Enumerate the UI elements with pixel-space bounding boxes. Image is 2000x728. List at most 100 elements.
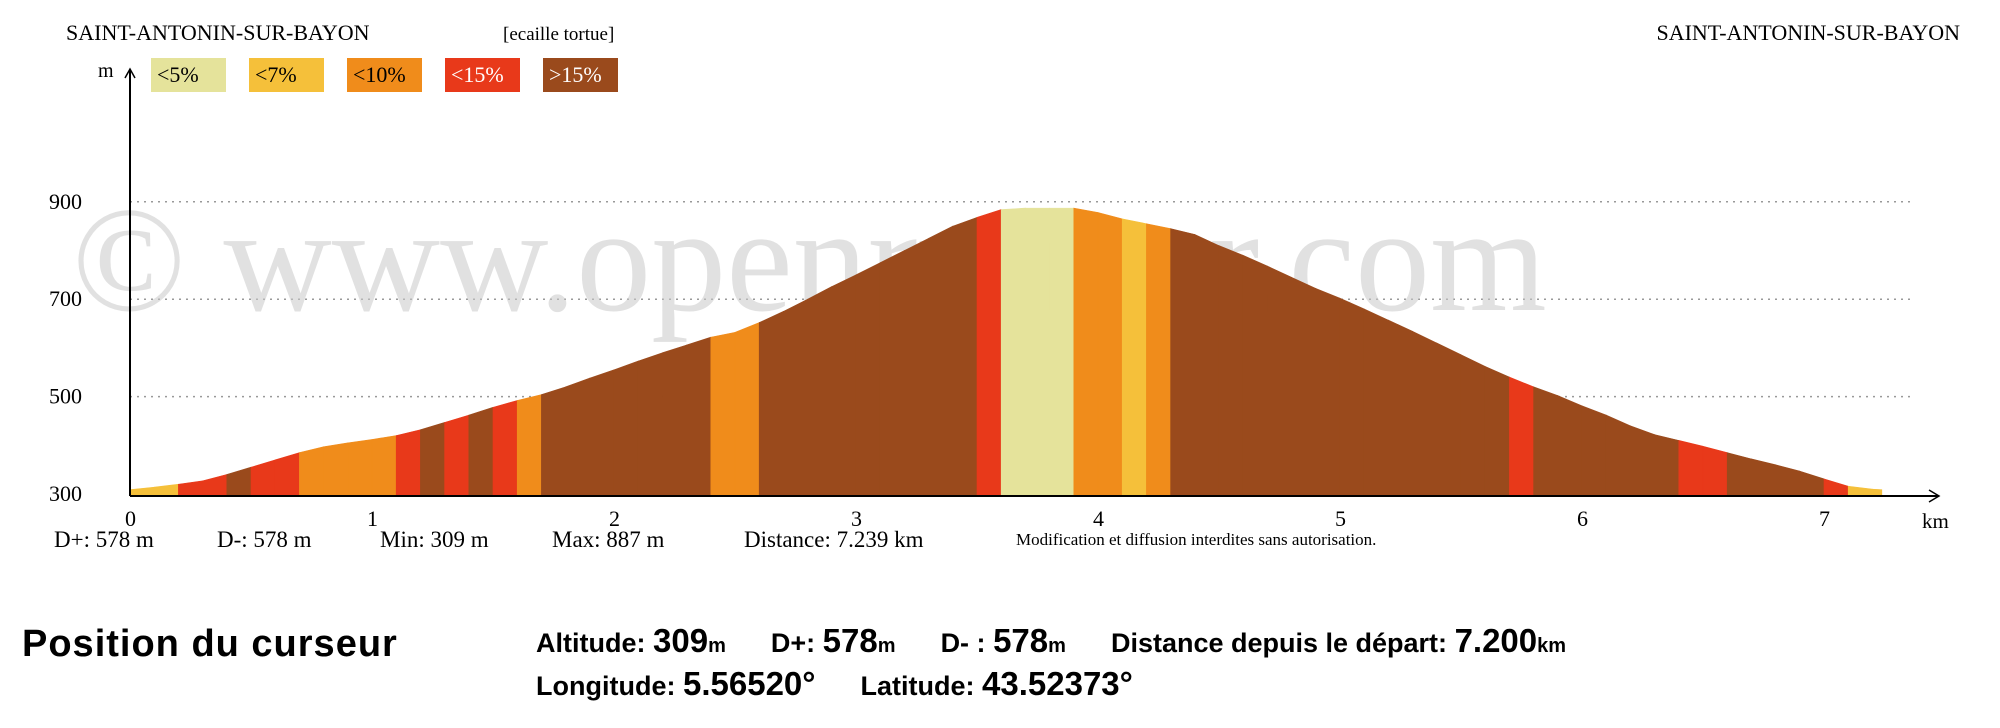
elevation-segment [807,286,833,497]
elevation-segment [613,360,639,497]
elevation-segment [226,466,252,497]
altitude-value: 309 [653,622,709,659]
x-tick-label: 1 [367,506,378,531]
elevation-segment [371,435,397,497]
legend-item-over-15: >15% [543,58,618,92]
elevation-segment [1799,470,1825,497]
end-location-label: SAINT-ANTONIN-SUR-BAYON [1656,20,1960,45]
stat-min: Min: 309 m [380,527,489,552]
elevation-segment [1339,297,1365,497]
altitude-label: Altitude: [536,628,646,658]
x-tick-label: 0 [125,506,136,531]
dminus-unit: m [1048,635,1066,657]
elevation-segment [565,377,591,497]
elevation-segment [1751,458,1776,497]
elevation-segment [129,486,155,497]
elevation-segment [323,442,349,497]
elevation-segment [686,336,712,497]
elevation-segment [299,446,324,497]
x-tick-label: 7 [1819,506,1830,531]
copyright-notice: Modification et diffusion interdites san… [1016,530,1377,549]
stat-d-plus: D+: 578 m [54,527,154,552]
elevation-segment [1484,365,1510,497]
elevation-segment [879,250,905,497]
elevation-segment [1388,319,1413,497]
elevation-segment [1654,434,1680,497]
elevation-segment [1049,207,1075,497]
elevation-segment [710,331,736,497]
elevation-segment [1097,212,1123,497]
x-tick-label: 2 [609,506,620,531]
elevation-segment [1775,464,1801,497]
elevation-segment [1267,265,1292,497]
distance-unit: km [1537,635,1567,657]
elevation-segment [420,422,445,497]
elevation-segment [1533,386,1559,497]
axes [124,67,1941,503]
elevation-segment [952,216,978,497]
elevation-segment [1363,308,1389,497]
elevation-segment [904,237,929,497]
legend-item-under-10: <10% [347,58,422,92]
longitude-label: Longitude: [536,671,676,701]
y-tick-label: 300 [49,481,82,506]
elevation-segment [1847,485,1873,497]
elevation-segment [492,400,518,497]
elevation-segment [468,406,494,497]
elevation-segment [1726,452,1752,497]
x-axis-unit: km [1922,509,1949,533]
elevation-segment [1581,405,1607,497]
elevation-segment [1218,245,1244,497]
elevation-segment [1073,207,1099,497]
elevation-segment [855,262,881,497]
dminus-label: D- : [940,628,986,658]
elevation-segment [637,352,663,497]
elevation-segment [250,459,276,497]
x-tick-label: 6 [1577,506,1588,531]
elevation-segment [153,483,179,497]
elevation-segment [734,322,760,497]
elevation-segment [202,474,228,497]
elevation-segment [1121,218,1147,497]
elevation-segment [1557,395,1583,497]
elevation-segment [347,439,373,497]
elevation-segment [589,369,615,497]
dminus-value: 578 [993,622,1049,659]
elevation-segment [831,274,857,497]
tick-labels: m km 300 500 700 900 0 1 2 3 4 5 6 7 [49,60,1949,533]
y-axis-unit: m [98,60,114,82]
elevation-segment [516,394,542,497]
latitude-value: 43.52373° [982,665,1133,702]
surface-label: [ecaille tortue] [503,24,615,45]
distance-label: Distance depuis le départ: [1110,628,1448,658]
elevation-segment [1460,354,1486,497]
dplus-label: D+: [770,628,816,658]
x-tick-label: 3 [851,506,862,531]
elevation-segment [976,209,1002,497]
elevation-segment [1872,488,1883,497]
distance-value: 7.200 [1454,622,1538,659]
elevation-segment [1509,376,1534,497]
elevation-segment [1170,228,1196,497]
cursor-panel-title: Position du curseur [22,623,398,665]
elevation-segment [1678,440,1704,497]
cursor-row-2: Longitude: 5.56520° Latitude: 43.52373° [536,665,1133,703]
latitude-label: Latitude: [860,671,975,701]
elevation-area [129,207,1883,497]
stat-d-minus: D-: 578 m [217,527,312,552]
longitude-value: 5.56520° [682,665,816,702]
dplus-unit: m [877,635,896,657]
legend-item-under-15: <15% [445,58,520,92]
elevation-segment [444,414,470,497]
elevation-segment [662,344,687,497]
elevation-segment [1291,276,1317,497]
elevation-segment [1025,207,1050,497]
x-axis-arrow [1928,489,1941,503]
elevation-segment [1823,478,1849,497]
y-tick-label: 700 [49,286,82,311]
elevation-segment [541,386,566,497]
elevation-segment [1436,342,1462,497]
elevation-segment [1146,223,1171,497]
x-tick-label: 5 [1335,506,1346,531]
